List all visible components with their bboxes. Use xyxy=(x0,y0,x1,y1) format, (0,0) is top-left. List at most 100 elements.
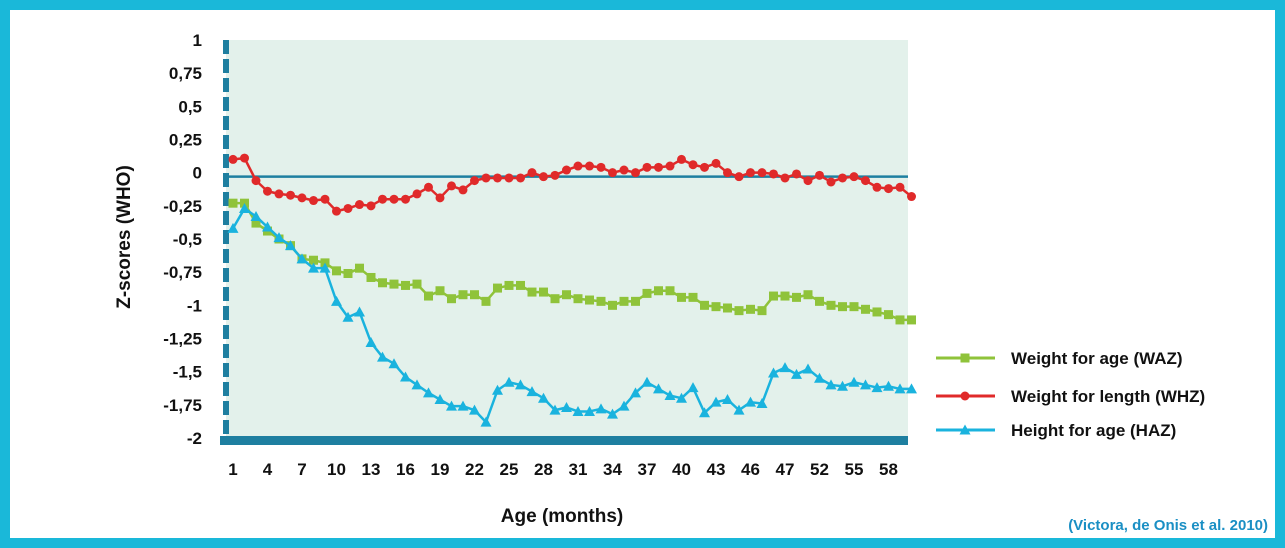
data-point-haz xyxy=(492,384,503,395)
x-tick-label: 13 xyxy=(362,460,381,479)
data-point-whz xyxy=(792,169,801,179)
data-point-whz xyxy=(332,206,341,216)
data-point-whz xyxy=(240,153,249,163)
y-tick-label: -1 xyxy=(187,296,202,315)
data-point-whz xyxy=(688,160,698,170)
data-point-waz xyxy=(838,302,847,312)
data-point-waz xyxy=(631,296,640,306)
data-point-waz xyxy=(527,287,537,297)
data-point-haz xyxy=(664,390,676,401)
data-point-whz xyxy=(711,158,721,168)
data-point-whz xyxy=(263,186,272,196)
data-point-haz xyxy=(319,262,331,273)
data-point-whz xyxy=(539,172,548,182)
data-point-waz xyxy=(895,315,905,325)
x-tick-label: 37 xyxy=(638,460,657,479)
data-point-haz xyxy=(538,392,549,403)
data-point-waz xyxy=(757,306,767,316)
data-point-haz xyxy=(561,401,572,412)
data-point-whz xyxy=(723,168,732,178)
data-point-haz xyxy=(894,383,906,394)
data-point-whz xyxy=(654,162,663,172)
data-point-haz xyxy=(446,400,457,411)
data-point-waz xyxy=(516,280,525,290)
x-tick-label: 19 xyxy=(431,460,450,479)
data-point-haz xyxy=(595,403,607,414)
data-point-haz xyxy=(273,232,285,243)
data-point-waz xyxy=(861,304,870,314)
x-tick-label: 28 xyxy=(534,460,553,479)
data-point-whz xyxy=(550,170,560,180)
data-point-haz xyxy=(331,295,342,306)
series-haz xyxy=(227,202,917,427)
y-axis: 1 0,75 0,5 0,25 0 -0,25 -0,5 -0,75 -1 -1,25 -1,5 -1… xyxy=(163,31,229,448)
data-point-whz xyxy=(619,165,629,175)
data-point-whz xyxy=(297,193,307,203)
data-point-whz xyxy=(228,154,238,164)
y-tick-label: -1,5 xyxy=(173,363,202,382)
data-point-haz xyxy=(480,416,492,427)
data-point-haz xyxy=(710,396,722,407)
legend-label-whz: Weight for length (WHZ) xyxy=(1011,387,1205,406)
data-point-whz xyxy=(412,189,422,199)
data-point-haz xyxy=(250,210,262,221)
data-point-waz xyxy=(688,292,698,302)
source-citation: (Victora, de Onis et al. 2010) xyxy=(1068,517,1268,534)
data-point-haz xyxy=(584,405,595,416)
data-point-haz xyxy=(296,253,308,264)
data-point-waz xyxy=(803,290,813,300)
data-point-haz xyxy=(549,404,561,415)
legend-marker-whz xyxy=(960,391,970,401)
data-point-waz xyxy=(677,292,686,302)
data-point-whz xyxy=(746,168,755,178)
x-tick-label: 47 xyxy=(776,460,795,479)
data-point-waz xyxy=(228,198,238,208)
data-point-waz xyxy=(343,268,353,278)
data-point-haz xyxy=(733,404,745,415)
data-point-haz xyxy=(687,382,699,393)
data-point-whz xyxy=(481,173,491,183)
data-point-haz xyxy=(572,405,584,416)
y-tick-label: -0,75 xyxy=(163,263,202,282)
data-point-whz xyxy=(458,185,468,195)
data-point-waz xyxy=(711,302,721,312)
y-tick-label: -1,25 xyxy=(163,330,202,349)
data-point-whz xyxy=(596,162,606,172)
data-point-whz xyxy=(826,177,836,187)
data-point-waz xyxy=(596,296,606,306)
data-point-whz xyxy=(355,200,364,210)
data-point-whz xyxy=(401,194,410,204)
data-point-waz xyxy=(424,291,433,301)
x-tick-label: 7 xyxy=(297,460,306,479)
y-tick-label: -0,5 xyxy=(173,230,202,249)
x-tick-label: 1 xyxy=(228,460,237,479)
data-point-waz xyxy=(573,294,583,304)
data-point-haz xyxy=(802,363,814,374)
data-point-haz xyxy=(526,386,538,397)
data-point-haz xyxy=(503,376,515,387)
data-point-haz xyxy=(457,400,469,411)
data-point-haz xyxy=(411,379,423,390)
data-point-haz xyxy=(342,311,354,322)
data-point-whz xyxy=(642,162,652,172)
data-point-waz xyxy=(769,291,778,301)
data-point-whz xyxy=(665,161,675,171)
data-point-waz xyxy=(412,279,422,289)
data-point-haz xyxy=(227,222,239,233)
data-point-whz xyxy=(803,176,813,186)
data-point-whz xyxy=(608,168,617,178)
data-point-whz xyxy=(320,194,330,204)
data-point-haz xyxy=(779,362,791,373)
y-tick-label: 0,75 xyxy=(169,64,202,83)
data-point-waz xyxy=(872,307,882,317)
data-point-whz xyxy=(435,193,445,203)
data-point-haz xyxy=(699,407,710,418)
data-point-whz xyxy=(757,168,767,178)
data-point-waz xyxy=(447,294,456,304)
data-point-whz xyxy=(366,201,376,211)
legend-marker-haz xyxy=(959,424,971,435)
data-point-whz xyxy=(504,173,514,183)
series-whz xyxy=(228,153,916,216)
legend-label-waz: Weight for age (WAZ) xyxy=(1011,349,1183,368)
